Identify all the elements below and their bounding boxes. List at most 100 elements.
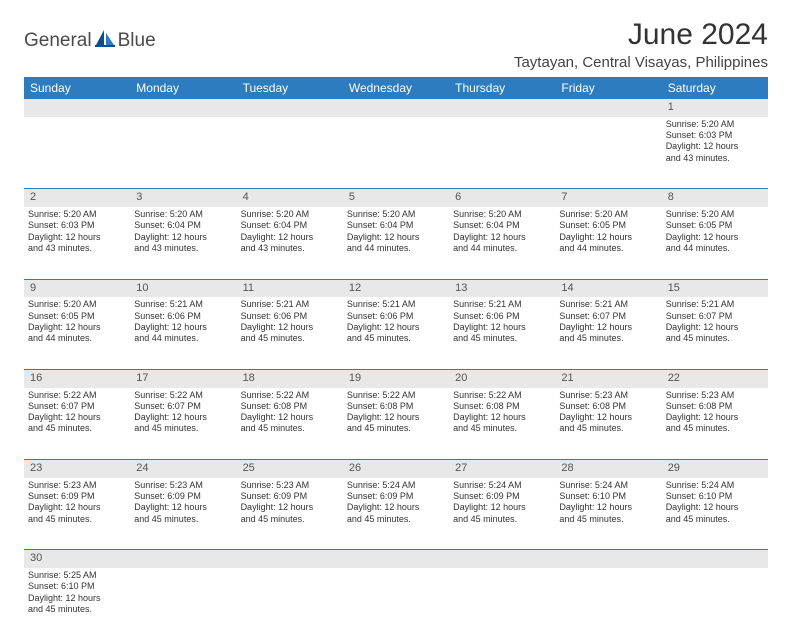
day1-text: Daylight: 12 hours [559,412,657,423]
day2-text: and 45 minutes. [559,423,657,434]
day1-text: Daylight: 12 hours [559,232,657,243]
day-cell [555,117,661,189]
day-cell: Sunrise: 5:24 AMSunset: 6:10 PMDaylight:… [662,478,768,550]
sunset-text: Sunset: 6:10 PM [666,491,764,502]
day2-text: and 45 minutes. [666,333,764,344]
sunset-text: Sunset: 6:09 PM [347,491,445,502]
day-number [237,550,343,568]
header: General Blue June 2024 Taytayan, Central… [24,18,768,71]
day2-text: and 45 minutes. [134,514,232,525]
sunrise-text: Sunrise: 5:20 AM [347,209,445,220]
sunset-text: Sunset: 6:10 PM [28,581,126,592]
day-number: 25 [237,460,343,478]
day1-text: Daylight: 12 hours [666,502,764,513]
day1-text: Daylight: 12 hours [28,502,126,513]
day-number: 20 [449,369,555,387]
day-cell [555,568,661,640]
sunrise-text: Sunrise: 5:22 AM [241,390,339,401]
sunset-text: Sunset: 6:06 PM [453,311,551,322]
day-number-row: 2345678 [24,189,768,207]
day1-text: Daylight: 12 hours [453,232,551,243]
day2-text: and 44 minutes. [666,243,764,254]
sunrise-text: Sunrise: 5:20 AM [453,209,551,220]
day-number-row: 1 [24,99,768,117]
calendar-table: Sunday Monday Tuesday Wednesday Thursday… [24,77,768,640]
day1-text: Daylight: 12 hours [28,232,126,243]
day2-text: and 44 minutes. [134,333,232,344]
sunrise-text: Sunrise: 5:20 AM [666,209,764,220]
title-block: June 2024 Taytayan, Central Visayas, Phi… [514,18,768,71]
day1-text: Daylight: 12 hours [666,141,764,152]
day-cell: Sunrise: 5:21 AMSunset: 6:07 PMDaylight:… [555,297,661,369]
day2-text: and 45 minutes. [347,514,445,525]
day1-text: Daylight: 12 hours [134,502,232,513]
day-number: 28 [555,460,661,478]
day-cell: Sunrise: 5:21 AMSunset: 6:06 PMDaylight:… [130,297,236,369]
day2-text: and 45 minutes. [453,423,551,434]
day2-text: and 45 minutes. [453,514,551,525]
day2-text: and 45 minutes. [559,333,657,344]
sunrise-text: Sunrise: 5:24 AM [666,480,764,491]
day1-text: Daylight: 12 hours [134,322,232,333]
day-number [449,550,555,568]
sunrise-text: Sunrise: 5:20 AM [134,209,232,220]
sunrise-text: Sunrise: 5:21 AM [453,299,551,310]
day1-text: Daylight: 12 hours [347,502,445,513]
day1-text: Daylight: 12 hours [559,502,657,513]
day-number [343,99,449,117]
day-number-row: 16171819202122 [24,369,768,387]
day-number: 13 [449,279,555,297]
day-number: 19 [343,369,449,387]
day-number-row: 30 [24,550,768,568]
day-header: Tuesday [237,77,343,99]
sunset-text: Sunset: 6:09 PM [241,491,339,502]
day1-text: Daylight: 12 hours [28,593,126,604]
day2-text: and 43 minutes. [241,243,339,254]
sunrise-text: Sunrise: 5:22 AM [453,390,551,401]
day2-text: and 45 minutes. [347,423,445,434]
day-number-row: 23242526272829 [24,460,768,478]
sunset-text: Sunset: 6:08 PM [559,401,657,412]
day-cell [662,568,768,640]
day-header: Wednesday [343,77,449,99]
sunrise-text: Sunrise: 5:25 AM [28,570,126,581]
day-cell: Sunrise: 5:25 AMSunset: 6:10 PMDaylight:… [24,568,130,640]
day-cell: Sunrise: 5:22 AMSunset: 6:07 PMDaylight:… [130,388,236,460]
day-number [237,99,343,117]
day-cell [449,117,555,189]
day-cell [130,117,236,189]
day-number: 5 [343,189,449,207]
day2-text: and 45 minutes. [28,514,126,525]
day-number: 6 [449,189,555,207]
day-number: 10 [130,279,236,297]
sunrise-text: Sunrise: 5:23 AM [134,480,232,491]
day2-text: and 45 minutes. [559,514,657,525]
week-row: Sunrise: 5:20 AMSunset: 6:03 PMDaylight:… [24,207,768,279]
sunset-text: Sunset: 6:05 PM [28,311,126,322]
day-number [449,99,555,117]
day-cell: Sunrise: 5:20 AMSunset: 6:05 PMDaylight:… [555,207,661,279]
day1-text: Daylight: 12 hours [666,412,764,423]
brand-logo: General Blue [24,28,156,53]
day-number: 15 [662,279,768,297]
day-cell: Sunrise: 5:23 AMSunset: 6:08 PMDaylight:… [662,388,768,460]
day-cell: Sunrise: 5:23 AMSunset: 6:08 PMDaylight:… [555,388,661,460]
day-cell: Sunrise: 5:24 AMSunset: 6:09 PMDaylight:… [343,478,449,550]
sunrise-text: Sunrise: 5:20 AM [28,209,126,220]
week-row: Sunrise: 5:20 AMSunset: 6:03 PMDaylight:… [24,117,768,189]
sunrise-text: Sunrise: 5:21 AM [666,299,764,310]
sunset-text: Sunset: 6:05 PM [666,220,764,231]
day-header: Saturday [662,77,768,99]
sunrise-text: Sunrise: 5:23 AM [666,390,764,401]
sunset-text: Sunset: 6:09 PM [453,491,551,502]
day1-text: Daylight: 12 hours [28,412,126,423]
day-number [555,550,661,568]
day-cell: Sunrise: 5:22 AMSunset: 6:08 PMDaylight:… [449,388,555,460]
day-number [555,99,661,117]
day-cell: Sunrise: 5:24 AMSunset: 6:10 PMDaylight:… [555,478,661,550]
sunrise-text: Sunrise: 5:22 AM [347,390,445,401]
day-number [24,99,130,117]
day-cell: Sunrise: 5:20 AMSunset: 6:05 PMDaylight:… [24,297,130,369]
day1-text: Daylight: 12 hours [666,232,764,243]
day-cell [24,117,130,189]
